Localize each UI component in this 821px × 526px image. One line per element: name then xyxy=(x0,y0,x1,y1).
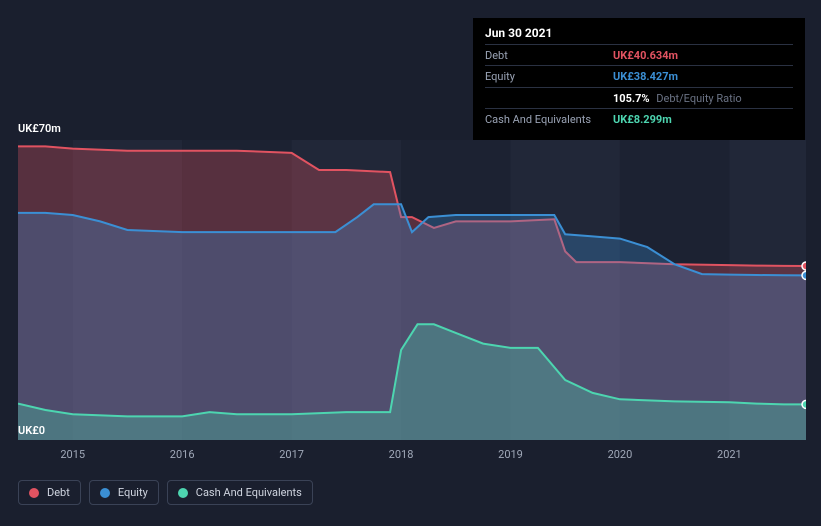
chart-plot-area[interactable] xyxy=(18,140,806,440)
chart-tooltip: Jun 30 2021 DebtUK£40.634mEquityUK£38.42… xyxy=(473,18,805,140)
y-axis-min-label: UK£0 xyxy=(18,424,45,437)
legend-label: Debt xyxy=(47,486,70,499)
x-tick-label: 2020 xyxy=(608,448,633,461)
tooltip-row: Cash And EquivalentsUK£8.299m xyxy=(485,108,793,129)
chart-legend: Debt Equity Cash And Equivalents xyxy=(18,480,313,505)
y-axis-max-label: UK£70m xyxy=(18,122,61,135)
legend-label: Equity xyxy=(118,486,148,499)
x-tick-label: 2016 xyxy=(170,448,195,461)
legend-dot-icon xyxy=(100,488,110,498)
legend-item[interactable]: Debt xyxy=(18,480,81,505)
legend-dot-icon xyxy=(178,488,188,498)
tooltip-date: Jun 30 2021 xyxy=(485,26,793,40)
tooltip-row-sublabel: Debt/Equity Ratio xyxy=(654,92,742,105)
tooltip-row-label: Equity xyxy=(485,69,613,84)
x-tick-label: 2015 xyxy=(60,448,85,461)
legend-label: Cash And Equivalents xyxy=(196,486,302,499)
tooltip-row-label: Debt xyxy=(485,48,613,63)
legend-item[interactable]: Cash And Equivalents xyxy=(167,480,313,505)
x-tick-label: 2017 xyxy=(279,448,304,461)
tooltip-row: DebtUK£40.634m xyxy=(485,44,793,65)
tooltip-row: EquityUK£38.427m xyxy=(485,65,793,86)
tooltip-row-value: 105.7% Debt/Equity Ratio xyxy=(613,91,742,106)
chart-svg xyxy=(18,140,806,440)
tooltip-row-label xyxy=(485,91,613,106)
x-tick-label: 2018 xyxy=(389,448,414,461)
x-tick-label: 2021 xyxy=(717,448,742,461)
tooltip-row-value: UK£40.634m xyxy=(613,48,678,63)
x-tick-label: 2019 xyxy=(498,448,523,461)
tooltip-row: 105.7% Debt/Equity Ratio xyxy=(485,87,793,108)
legend-item[interactable]: Equity xyxy=(89,480,159,505)
tooltip-row-value: UK£38.427m xyxy=(613,69,678,84)
tooltip-row-label: Cash And Equivalents xyxy=(485,112,613,127)
x-axis: 2015 2016 2017 2018 2019 2020 2021 xyxy=(18,448,806,464)
legend-dot-icon xyxy=(29,488,39,498)
tooltip-row-value: UK£8.299m xyxy=(613,112,672,127)
